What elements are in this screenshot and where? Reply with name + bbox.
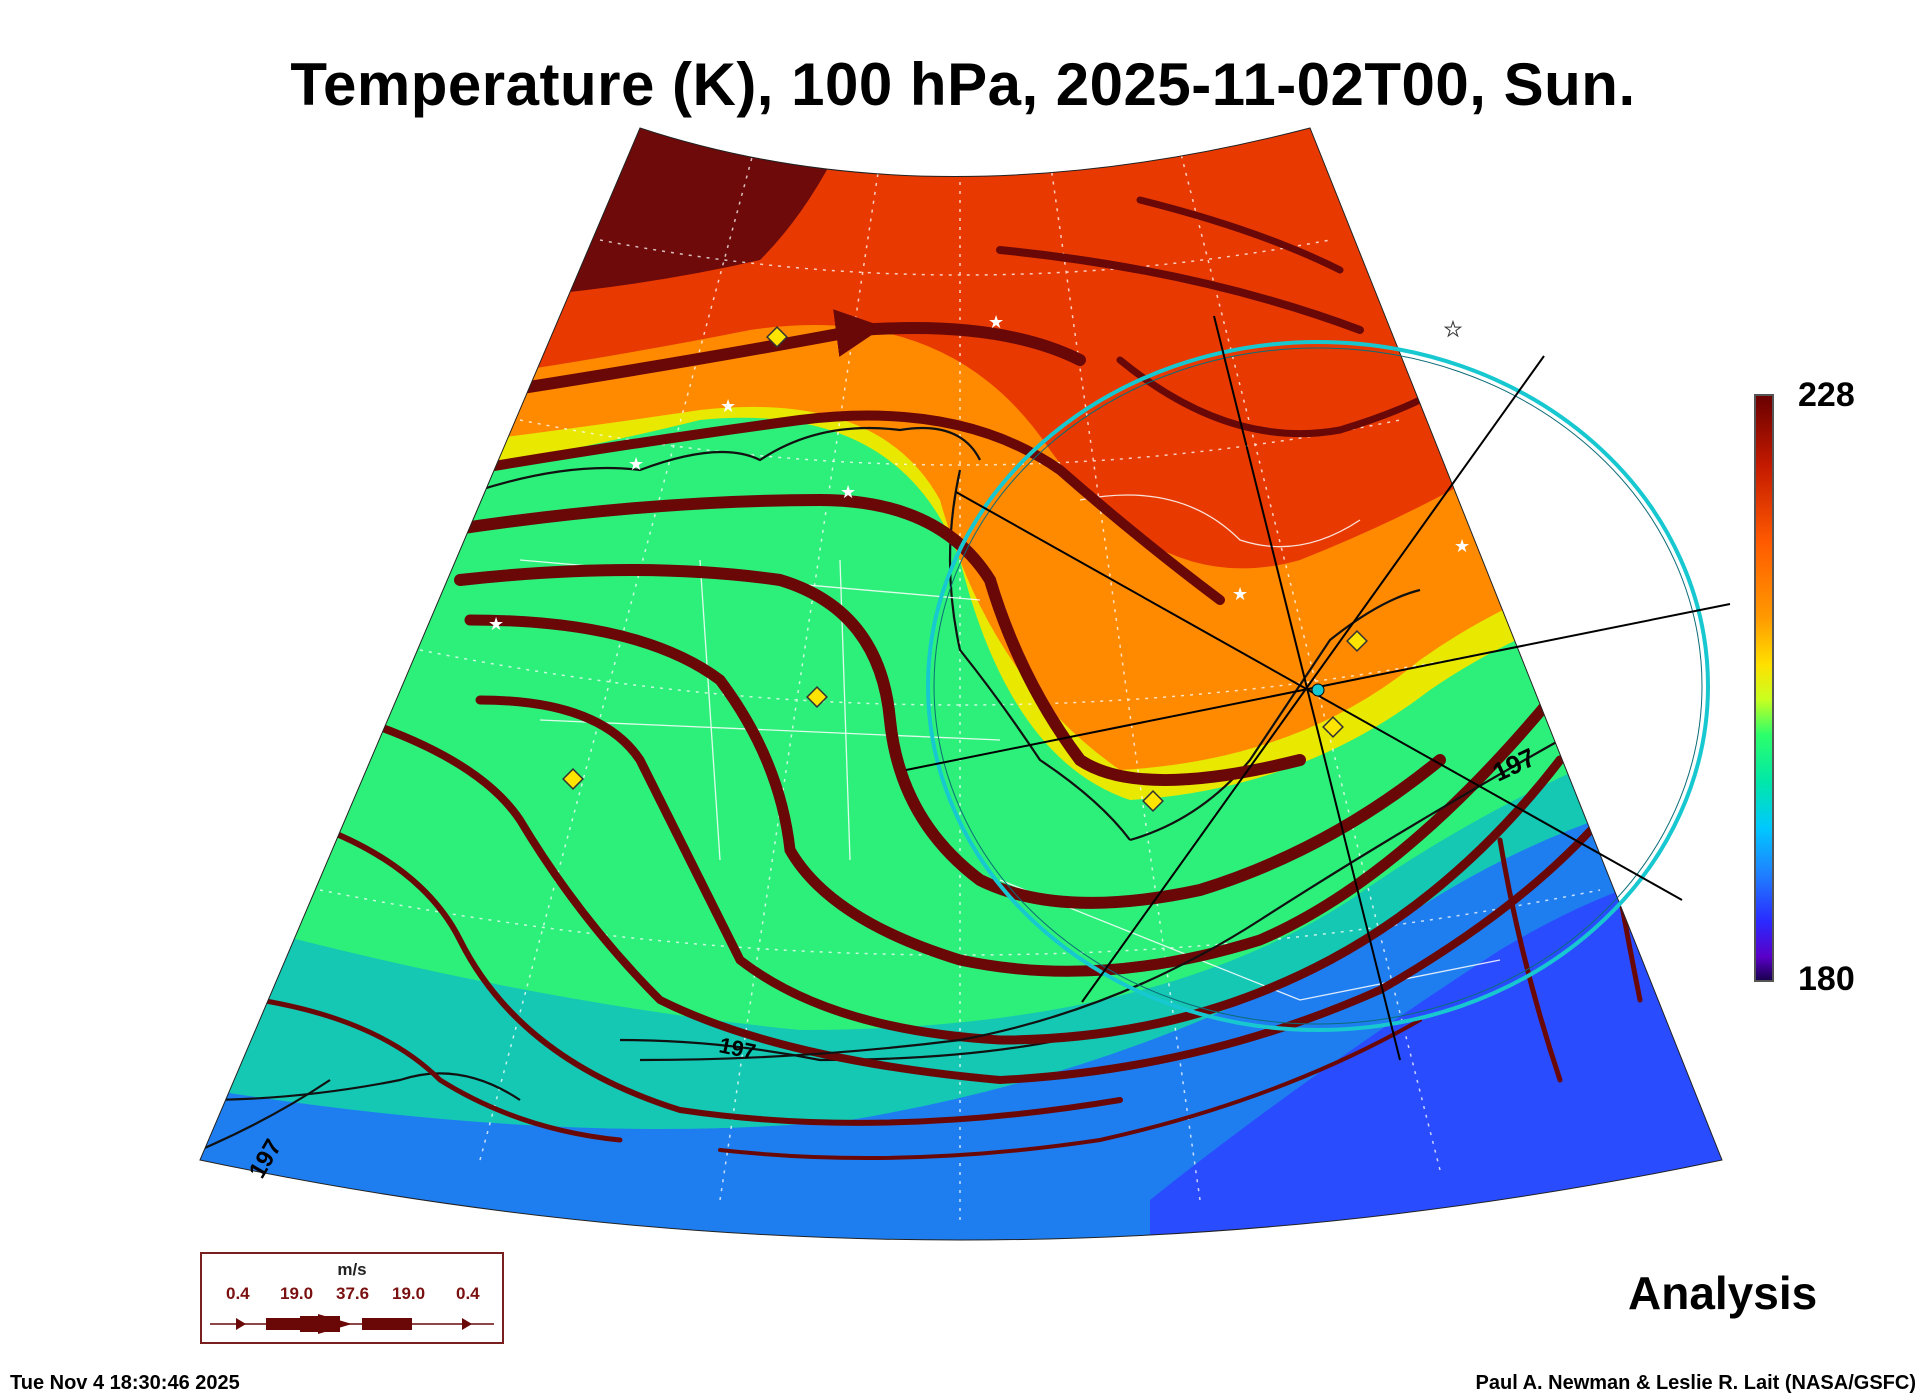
- colorbar-fill: [1756, 396, 1772, 980]
- wind-legend-value: 19.0: [392, 1284, 426, 1303]
- wind-legend-value: 19.0: [280, 1284, 314, 1303]
- lat-lon-grid: [319, 128, 1601, 1220]
- colorbar-min-label: 180: [1798, 960, 1855, 998]
- temperature-field: [200, 128, 1722, 1240]
- wind-legend-value: 0.4: [456, 1284, 480, 1303]
- map-outline: [199, 127, 1723, 1241]
- wind-legend-value: 37.6: [336, 1284, 370, 1303]
- center-marker: [1311, 683, 1325, 697]
- focus-circle: [926, 340, 1710, 1032]
- timestamp: Tue Nov 4 18:30:46 2025: [10, 1372, 240, 1394]
- credit-line: Paul A. Newman & Leslie R. Lait (NASA/GS…: [1475, 1372, 1916, 1394]
- wind-legend-arrows: [210, 1314, 494, 1334]
- station-star-outline: ★: [1444, 317, 1462, 341]
- svg-text:★: ★: [720, 396, 736, 417]
- svg-text:★: ★: [1232, 584, 1248, 605]
- svg-text:★: ★: [488, 614, 504, 635]
- station-stars: ★ ★ ★ ★ ★ ★ ★: [488, 312, 1470, 635]
- coastlines: [200, 426, 1421, 1102]
- colorbar-max-label: 228: [1798, 376, 1855, 414]
- chart-title: Temperature (K), 100 hPa, 2025-11-02T00,…: [290, 51, 1636, 118]
- wind-legend-unit: m/s: [337, 1260, 367, 1279]
- svg-text:★: ★: [628, 454, 644, 475]
- svg-text:★: ★: [1454, 536, 1470, 557]
- wind-streamlines: [257, 196, 1643, 1160]
- wind-legend-value: 0.4: [226, 1284, 250, 1303]
- wind-speed-legend: m/s 0.4 19.0 37.6 19.0 0.4: [200, 1252, 504, 1344]
- colorbar: [1754, 394, 1774, 982]
- analysis-label: Analysis: [1628, 1267, 1818, 1319]
- svg-text:★: ★: [840, 482, 856, 503]
- svg-text:★: ★: [988, 312, 1004, 333]
- contour-197: [200, 739, 1561, 1152]
- station-diamonds: [562, 326, 1368, 812]
